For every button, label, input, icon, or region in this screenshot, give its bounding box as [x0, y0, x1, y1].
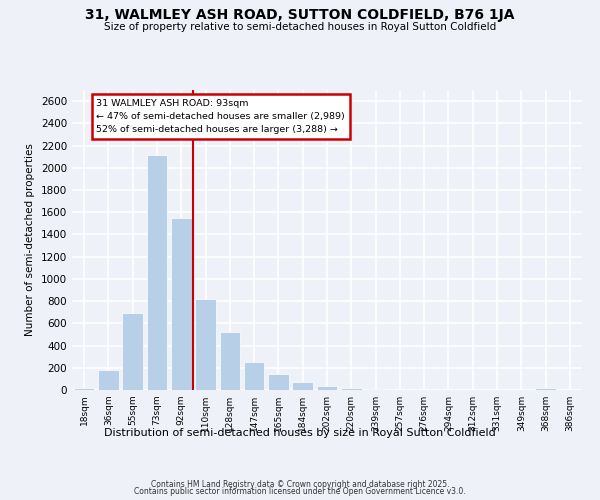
Text: 31, WALMLEY ASH ROAD, SUTTON COLDFIELD, B76 1JA: 31, WALMLEY ASH ROAD, SUTTON COLDFIELD, …: [85, 8, 515, 22]
Bar: [220, 332, 240, 390]
Y-axis label: Number of semi-detached properties: Number of semi-detached properties: [25, 144, 35, 336]
Text: Contains HM Land Registry data © Crown copyright and database right 2025.: Contains HM Land Registry data © Crown c…: [151, 480, 449, 489]
Bar: [268, 374, 289, 390]
Text: Distribution of semi-detached houses by size in Royal Sutton Coldfield: Distribution of semi-detached houses by …: [104, 428, 496, 438]
Bar: [535, 388, 556, 390]
Bar: [98, 370, 119, 390]
Text: Contains public sector information licensed under the Open Government Licence v3: Contains public sector information licen…: [134, 488, 466, 496]
Bar: [195, 299, 216, 390]
Text: 31 WALMLEY ASH ROAD: 93sqm
← 47% of semi-detached houses are smaller (2,989)
52%: 31 WALMLEY ASH ROAD: 93sqm ← 47% of semi…: [96, 99, 345, 134]
Bar: [146, 155, 167, 390]
Text: Size of property relative to semi-detached houses in Royal Sutton Coldfield: Size of property relative to semi-detach…: [104, 22, 496, 32]
Bar: [171, 218, 191, 390]
Bar: [292, 382, 313, 390]
Bar: [122, 313, 143, 390]
Bar: [317, 386, 337, 390]
Bar: [74, 388, 94, 390]
Bar: [341, 388, 362, 390]
Bar: [244, 362, 265, 390]
